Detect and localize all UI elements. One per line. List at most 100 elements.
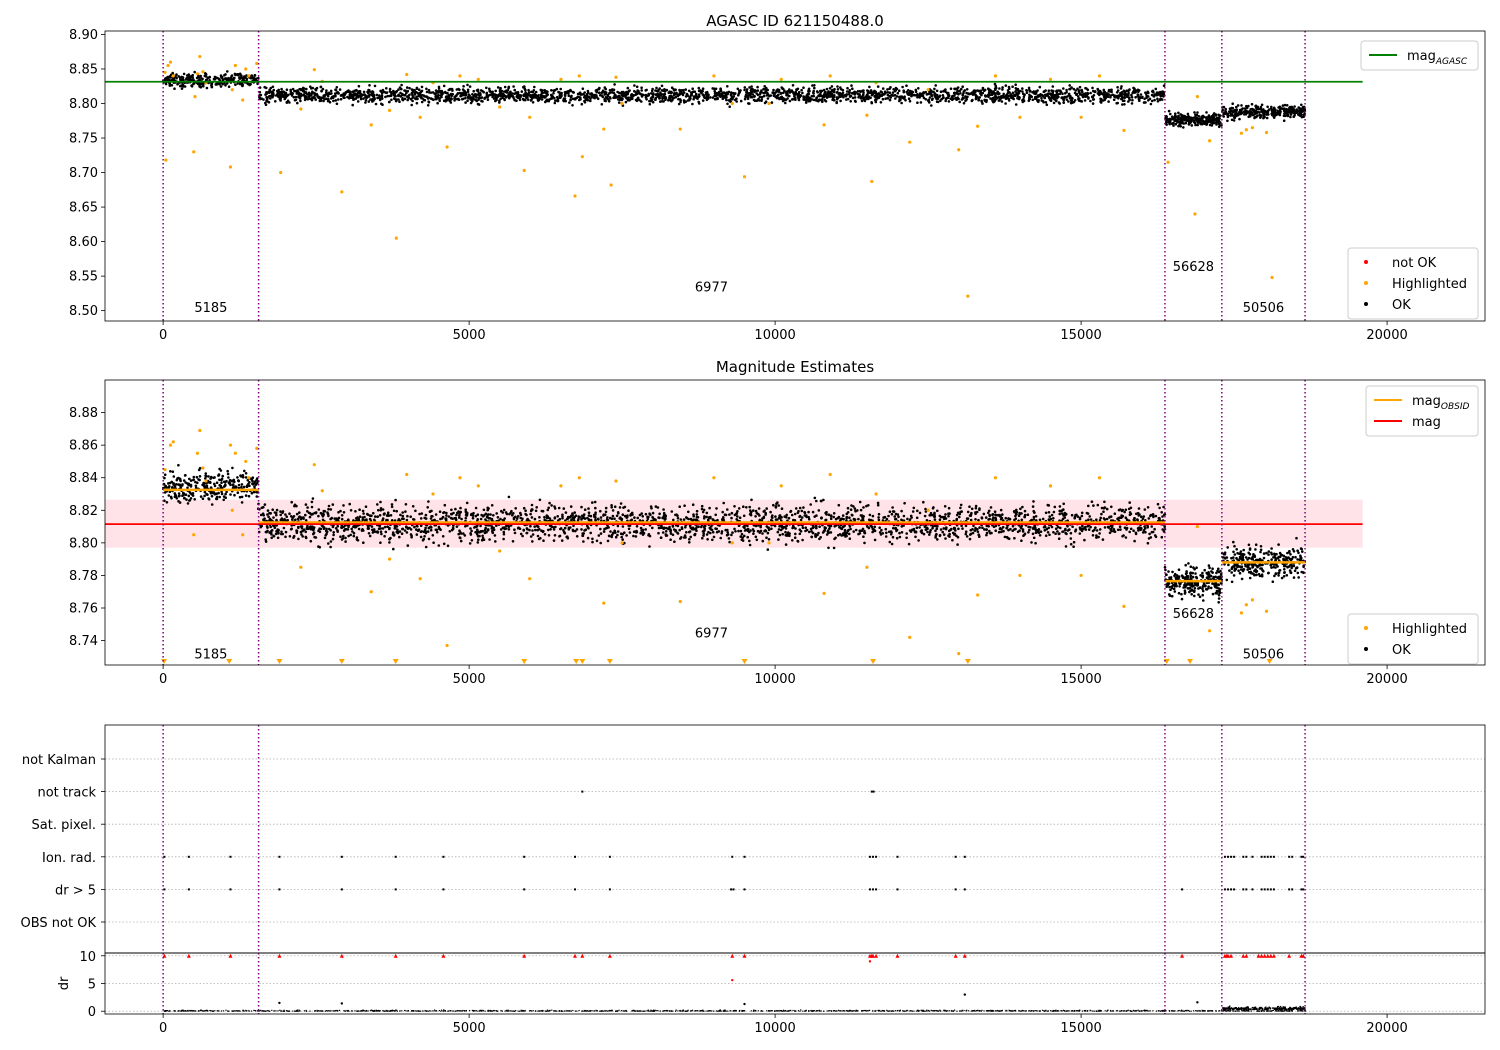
ok-point xyxy=(447,95,451,99)
ok-point xyxy=(1169,112,1172,116)
ok-point xyxy=(284,91,288,95)
ok-point xyxy=(330,92,333,95)
ok-point xyxy=(340,517,344,521)
ok-point xyxy=(515,95,518,98)
ok-point xyxy=(1103,96,1106,100)
ok-point xyxy=(240,485,243,489)
ok-point xyxy=(1249,108,1252,111)
ok-point xyxy=(323,536,327,540)
ok-point xyxy=(970,99,974,103)
ok-point xyxy=(380,95,384,98)
ok-point xyxy=(219,85,223,88)
ok-point xyxy=(627,527,631,531)
ok-point xyxy=(444,95,448,99)
ok-point xyxy=(434,513,438,516)
ok-point xyxy=(1208,119,1211,122)
ok-point xyxy=(1001,86,1004,89)
ok-point xyxy=(502,537,505,541)
ok-point xyxy=(1020,539,1023,542)
ok-point xyxy=(886,93,890,97)
ok-point xyxy=(239,76,243,79)
ok-point xyxy=(571,90,575,94)
highlighted-point xyxy=(279,170,283,175)
ok-point xyxy=(1292,115,1295,118)
ok-point xyxy=(752,532,755,535)
ok-point xyxy=(511,92,514,95)
ok-point xyxy=(883,92,886,96)
ok-point xyxy=(1067,93,1071,97)
ok-point xyxy=(1090,500,1094,504)
ok-point xyxy=(702,525,706,528)
ok-point xyxy=(764,87,768,91)
ok-point xyxy=(1146,541,1150,545)
y-tick-label: 8.55 xyxy=(69,270,98,285)
highlighted-point xyxy=(164,158,168,162)
ok-point xyxy=(557,506,561,510)
ok-point xyxy=(1248,113,1251,117)
ok-point xyxy=(415,533,419,536)
ok-point xyxy=(625,91,629,94)
ok-point xyxy=(203,72,207,75)
ok-point xyxy=(415,101,419,105)
ok-point xyxy=(1265,116,1269,120)
ok-point xyxy=(914,94,917,97)
ok-point xyxy=(216,76,219,80)
ok-point xyxy=(1267,108,1271,111)
ok-point xyxy=(195,475,199,479)
ok-point xyxy=(890,512,894,516)
ok-point xyxy=(880,90,883,94)
ok-point xyxy=(1196,118,1199,121)
highlighted-point xyxy=(1270,275,1274,280)
ok-point xyxy=(697,100,700,104)
ok-point xyxy=(877,518,881,522)
ok-point xyxy=(536,98,540,101)
ok-point xyxy=(778,533,782,537)
highlighted-point xyxy=(1122,128,1126,133)
ok-point xyxy=(182,72,186,76)
ok-point xyxy=(846,86,849,90)
ok-point xyxy=(197,478,200,481)
ok-point xyxy=(850,84,853,87)
ok-point xyxy=(657,516,660,519)
ok-point xyxy=(380,90,383,93)
ok-point xyxy=(802,96,805,99)
ok-point xyxy=(508,96,511,99)
ok-point xyxy=(390,503,394,506)
ok-point xyxy=(906,89,910,92)
ok-point xyxy=(1078,532,1082,535)
ok-point xyxy=(243,469,246,473)
ok-point xyxy=(411,99,414,103)
y-tick-label: 8.75 xyxy=(69,132,98,147)
ok-point xyxy=(352,534,356,538)
ok-point xyxy=(567,90,570,94)
ok-point xyxy=(531,533,535,536)
ok-point xyxy=(944,88,947,91)
ok-point xyxy=(1144,91,1147,94)
ok-point xyxy=(177,75,180,78)
ok-point xyxy=(180,87,184,90)
ok-point xyxy=(442,84,446,88)
ok-point xyxy=(304,519,308,522)
ok-point xyxy=(400,87,403,91)
highlighted-point xyxy=(1097,74,1102,78)
ok-point xyxy=(207,497,210,500)
ok-point xyxy=(177,492,181,495)
ok-point xyxy=(539,94,543,98)
ok-point xyxy=(701,93,705,96)
ok-point xyxy=(581,87,585,90)
ok-point xyxy=(448,88,451,91)
ok-point xyxy=(571,104,574,107)
ok-point xyxy=(361,93,365,96)
ok-point xyxy=(269,525,273,529)
ok-point xyxy=(928,96,932,99)
ok-point xyxy=(837,503,841,507)
ok-point xyxy=(1234,112,1238,116)
ok-point xyxy=(263,85,267,89)
ok-point xyxy=(240,483,244,486)
ok-point xyxy=(698,95,701,98)
ok-point xyxy=(1250,102,1254,106)
highlighted-point xyxy=(244,67,248,71)
ok-point xyxy=(383,90,386,94)
ok-point xyxy=(386,525,390,528)
ok-point xyxy=(989,506,993,509)
